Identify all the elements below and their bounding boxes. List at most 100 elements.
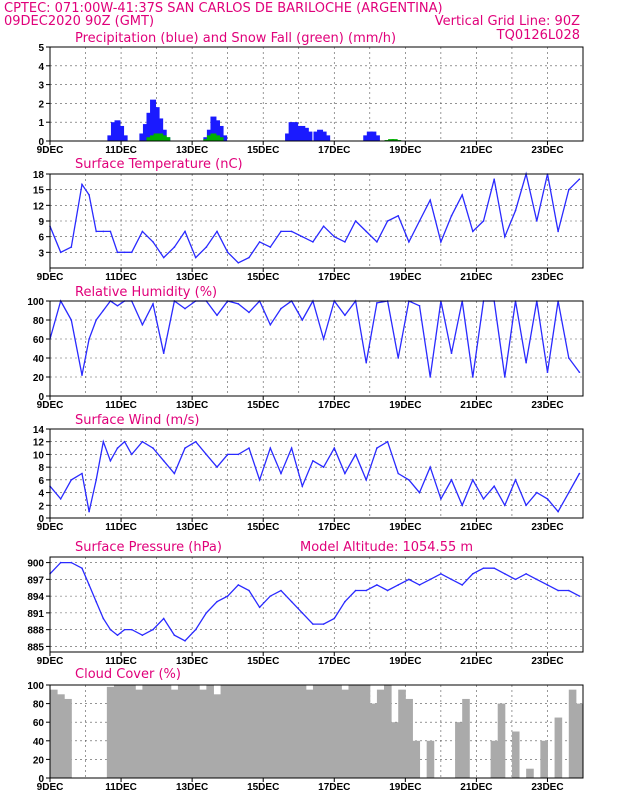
cloud-bar (284, 685, 293, 778)
precip-bar (288, 122, 295, 141)
data-point (567, 491, 570, 494)
data-point (578, 472, 581, 475)
precip-bar (157, 118, 164, 141)
data-point (301, 485, 304, 488)
y-tick-label: 894 (27, 592, 44, 603)
data-point (141, 634, 144, 637)
cloud-bar (341, 689, 349, 778)
data-point (301, 612, 304, 614)
data-point (194, 256, 197, 259)
data-point (162, 617, 165, 620)
cloud-bar (50, 689, 58, 778)
cloud-bar (135, 689, 143, 778)
snow-bar (217, 137, 224, 141)
data-point (184, 307, 186, 310)
cloud-bar (142, 685, 150, 778)
header-grid-note: Vertical Grid Line: 90Z (435, 14, 580, 29)
data-point (301, 319, 304, 321)
cloud-bar (227, 685, 236, 778)
x-tick-label: 21DEC (460, 656, 492, 667)
panel-title: Relative Humidity (%) (75, 285, 217, 300)
data-point (162, 352, 165, 355)
data-point (418, 584, 421, 586)
data-point (162, 459, 165, 462)
x-tick-label: 19DEC (389, 656, 421, 667)
data-point (578, 178, 581, 181)
cloud-bar (348, 685, 357, 778)
x-tick-label: 21DEC (460, 145, 492, 156)
data-point (95, 600, 97, 603)
panel-4: Surface Pressure (hPa) Model Altitude: 10… (27, 540, 584, 667)
x-tick-label: 11DEC (105, 656, 137, 667)
panel-frame (49, 173, 584, 269)
y-tick-label: 6 (38, 476, 44, 487)
data-point (59, 561, 62, 564)
data-point (504, 235, 506, 238)
data-point (440, 498, 442, 500)
x-tick-label: 21DEC (460, 400, 492, 411)
cloud-bar (248, 685, 257, 778)
panel-frame (49, 428, 584, 519)
y-tick-label: 2 (38, 99, 44, 110)
y-tick-label: 10 (33, 450, 45, 461)
precip-bar (306, 131, 313, 141)
data-point (162, 256, 165, 259)
data-point (95, 319, 97, 321)
cloud-bar (199, 689, 207, 778)
x-tick-label: 11DEC (105, 782, 137, 793)
data-point (237, 453, 240, 456)
snow-bar (153, 133, 160, 141)
precip-bar (150, 99, 157, 141)
precip-bar (320, 131, 327, 141)
data-point (102, 440, 105, 443)
data-point (440, 241, 442, 243)
data-point (116, 251, 119, 254)
data-point (141, 323, 144, 326)
data-point (557, 510, 559, 513)
cloud-bar (64, 698, 72, 778)
precip-bar (363, 135, 370, 141)
data-point (269, 595, 272, 597)
y-tick-label: 4 (38, 489, 44, 500)
cloud-bar (398, 689, 406, 778)
data-point (376, 241, 378, 243)
y-tick-label: 100 (27, 297, 44, 308)
cloud-bar (362, 685, 371, 778)
data-point (258, 241, 261, 243)
x-tick-label: 9DEC (37, 272, 64, 283)
x-tick-label: 11DEC (105, 145, 137, 156)
data-point (312, 241, 314, 243)
cloud-bar (206, 685, 214, 778)
panel-title: Surface Pressure (hPa) (75, 540, 222, 555)
data-point (81, 567, 83, 569)
x-tick-label: 13DEC (176, 400, 208, 411)
x-tick-label: 23DEC (531, 656, 563, 667)
data-point (482, 498, 485, 500)
data-point (482, 220, 485, 222)
y-tick-label: 80 (33, 316, 45, 327)
data-point (546, 371, 549, 374)
data-point (102, 617, 105, 620)
data-point (536, 220, 538, 222)
cloud-bar (554, 717, 563, 778)
cloud-bar (355, 685, 364, 778)
x-tick-label: 17DEC (318, 656, 350, 667)
data-point (536, 578, 538, 581)
data-point (397, 357, 400, 359)
data-point (173, 634, 176, 637)
cloud-bar (121, 685, 129, 778)
data-point (184, 640, 186, 642)
snow-bar (150, 135, 157, 141)
data-point (461, 194, 463, 196)
data-point (333, 617, 336, 620)
y-tick-label: 40 (33, 737, 45, 748)
data-point (322, 225, 325, 228)
series-line (49, 171, 580, 264)
x-tick-label: 15DEC (247, 400, 279, 411)
snow-bar (146, 137, 153, 141)
y-tick-label: 3 (38, 81, 44, 92)
data-point (88, 194, 90, 196)
y-tick-label: 888 (27, 626, 44, 637)
data-point (205, 612, 208, 614)
